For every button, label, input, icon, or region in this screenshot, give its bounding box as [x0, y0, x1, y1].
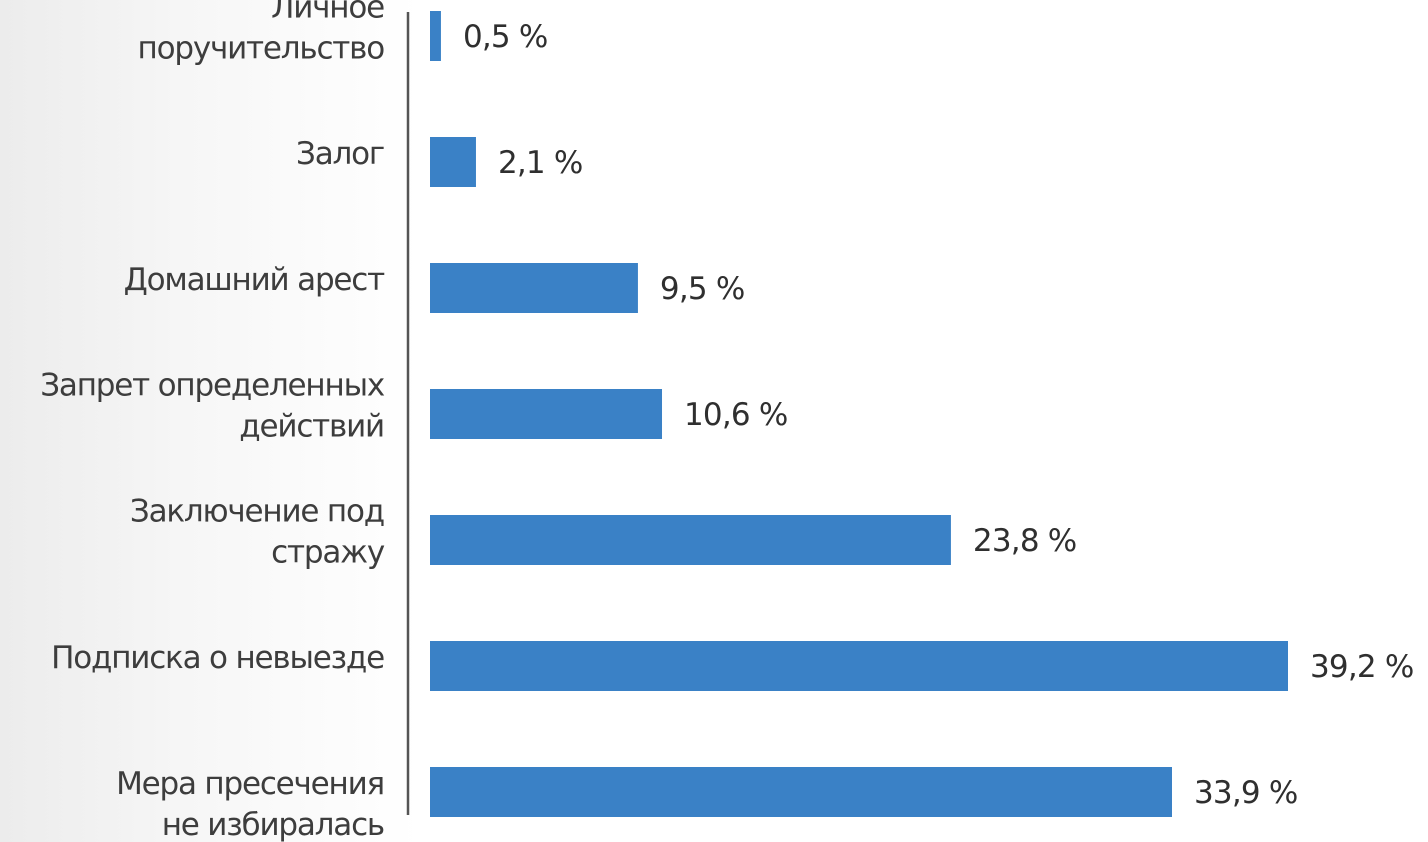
bar: [430, 11, 441, 61]
value-labels-group: 0,5 % 2,1 % 9,5 % 10,6 % 23,8 % 39,2 % 33,9 %: [463, 19, 1414, 811]
value-label: 33,9 %: [1194, 775, 1298, 811]
category-label: стражу: [271, 535, 385, 571]
category-labels-group: Личное поручительство Залог Домашний арест З…: [40, 0, 386, 842]
value-label: 39,2 %: [1310, 649, 1414, 685]
bar: [430, 137, 476, 187]
bar: [430, 767, 1172, 817]
bar: [430, 389, 663, 439]
category-label: Заключение под: [130, 494, 384, 530]
value-label: 0,5 %: [463, 19, 548, 55]
value-label: 23,8 %: [973, 523, 1077, 559]
bars-group: [430, 11, 1288, 817]
category-label: Подписка о невыезде: [51, 640, 384, 676]
bar: [430, 515, 951, 565]
bar: [430, 263, 638, 313]
bar: [430, 641, 1288, 691]
value-label: 2,1 %: [498, 145, 583, 181]
category-label: поручительство: [138, 31, 385, 67]
category-label: не избиралась: [162, 807, 384, 842]
category-label: Залог: [296, 136, 384, 172]
category-label: действий: [239, 409, 384, 445]
category-label: Запрет определенных: [40, 368, 385, 404]
category-label: Мера пресечения: [116, 766, 384, 802]
category-label: Личное: [271, 0, 384, 26]
value-label: 9,5 %: [660, 271, 745, 307]
value-label: 10,6 %: [684, 397, 788, 433]
category-label: Домашний арест: [124, 262, 386, 298]
